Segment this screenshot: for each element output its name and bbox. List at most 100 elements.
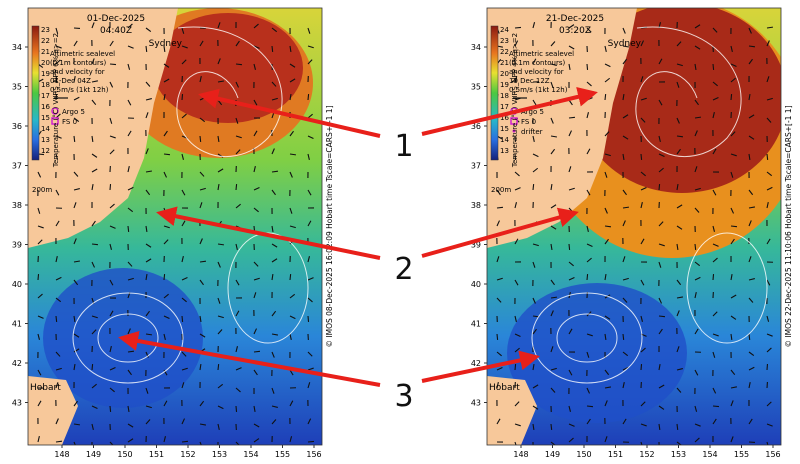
velocity-arrow — [695, 244, 696, 250]
velocity-arrow — [272, 46, 273, 52]
colorbar-tick-label: 14 — [500, 136, 509, 144]
velocity-arrow — [569, 244, 570, 250]
colorbar-tick-label: 21 — [41, 48, 50, 56]
lon-tick-label: 149 — [545, 450, 560, 459]
velocity-arrow — [92, 244, 98, 245]
credit: © IMOS 22-Dec-2025 11:10:06 Hobart time … — [784, 105, 793, 347]
velocity-arrow — [308, 441, 314, 442]
velocity-arrow — [164, 274, 165, 280]
velocity-arrow — [713, 274, 714, 280]
velocity-arrow — [92, 364, 93, 370]
date: 21-Dec-2025 — [546, 14, 604, 24]
lon-tick-label: 148 — [513, 450, 528, 459]
warm-core — [153, 13, 303, 123]
velocity-arrow — [731, 226, 737, 227]
lat-tick-label: 34 — [471, 43, 481, 52]
lat-tick-label: 41 — [12, 320, 22, 329]
velocity-arrow — [308, 316, 309, 322]
velocity-arrow — [290, 274, 291, 280]
velocity-arrow — [515, 27, 521, 28]
colorbar-tick-label: 23 — [500, 37, 509, 45]
velocity-arrow — [767, 154, 768, 160]
velocity-arrow — [587, 64, 588, 70]
velocity-arrow — [128, 226, 129, 232]
marker-label: drifter — [521, 128, 543, 136]
velocity-arrow — [587, 274, 588, 280]
lon-tick-label: 154 — [243, 450, 258, 459]
lat-tick-label: 40 — [471, 280, 481, 289]
lon-tick-label: 154 — [702, 450, 717, 459]
lat-tick-label: 42 — [471, 359, 481, 368]
lon-tick-label: 148 — [54, 450, 69, 459]
lon-tick-label: 149 — [86, 450, 101, 459]
velocity-arrow — [623, 334, 624, 340]
velocity-arrow — [56, 316, 57, 322]
colorbar-tick-label: 17 — [41, 92, 50, 100]
velocity-arrow — [713, 64, 714, 70]
velocity-arrow — [110, 64, 116, 65]
velocity-arrow — [236, 406, 237, 412]
velocity-arrow — [587, 406, 593, 407]
colorbar-tick-label: 22 — [500, 48, 509, 56]
velocity-arrow — [533, 184, 534, 190]
velocity-arrow — [551, 424, 552, 430]
marker-label: FS 0 — [62, 118, 77, 126]
lat-tick-label: 35 — [12, 83, 22, 92]
lat-tick-label: 43 — [12, 399, 22, 408]
lat-tick-label: 36 — [12, 122, 22, 131]
lon-tick-label: 156 — [306, 450, 321, 459]
colorbar-tick-label: 13 — [41, 136, 50, 144]
lat-tick-label: 34 — [12, 43, 22, 52]
colorbar-tick-label: 22 — [41, 37, 50, 45]
colorbar-tick-label: 15 — [500, 125, 509, 133]
lon-tick-label: 153 — [671, 450, 686, 459]
lat-tick-label: 42 — [12, 359, 22, 368]
velocity-arrow — [677, 424, 678, 430]
lat-tick-label: 39 — [12, 241, 22, 250]
velocity-arrow — [308, 94, 309, 100]
lon-tick-label: 151 — [149, 450, 164, 459]
colorbar-tick-label: 24 — [500, 26, 509, 34]
lat-tick-label: 38 — [12, 201, 22, 210]
velocity-arrow — [74, 136, 75, 142]
lon-tick-label: 150 — [117, 450, 132, 459]
velocity-arrow — [236, 184, 237, 190]
lon-tick-label: 151 — [608, 450, 623, 459]
colorbar-tick-label: 16 — [41, 103, 50, 111]
velocity-arrow — [200, 136, 201, 142]
lat-tick-label: 37 — [12, 162, 22, 171]
lon-tick-label: 155 — [734, 450, 749, 459]
marker-label: FS 0 — [521, 118, 536, 126]
city: Hobart — [489, 383, 520, 393]
lat-tick-label: 38 — [471, 201, 481, 210]
annotation-number: 3 — [394, 379, 413, 414]
colorbar-tick-label: 21 — [500, 59, 509, 67]
velocity-arrow — [659, 316, 665, 317]
lat-tick-label: 37 — [471, 162, 481, 171]
velocity-arrow — [110, 184, 111, 190]
colorbar-label: Temperature (°C) VIIRS_NPP 6% q>=2 — [52, 33, 60, 168]
date: 01-Dec-2025 — [87, 14, 145, 24]
velocity-arrow — [605, 94, 606, 100]
lon-tick-label: 152 — [180, 450, 195, 459]
velocity-arrow — [569, 117, 575, 118]
credit: © IMOS 08-Dec-2025 16:02:09 Hobart time … — [325, 105, 334, 347]
colorbar-tick-label: 18 — [41, 81, 50, 89]
lon-tick-label: 153 — [212, 450, 227, 459]
colorbar-tick-label: 18 — [500, 92, 509, 100]
velocity-arrow — [182, 94, 183, 100]
velocity-arrow — [236, 64, 242, 65]
annotation-number: 1 — [394, 129, 413, 164]
velocity-arrow — [146, 46, 147, 52]
colorbar-tick-label: 14 — [41, 125, 50, 133]
lat-tick-label: 40 — [12, 280, 22, 289]
lon-tick-label: 150 — [576, 450, 591, 459]
lat-tick-label: 43 — [471, 399, 481, 408]
velocity-arrow — [731, 94, 732, 100]
velocity-arrow — [218, 364, 219, 370]
velocity-arrow — [497, 334, 498, 340]
colorbar — [491, 26, 498, 160]
